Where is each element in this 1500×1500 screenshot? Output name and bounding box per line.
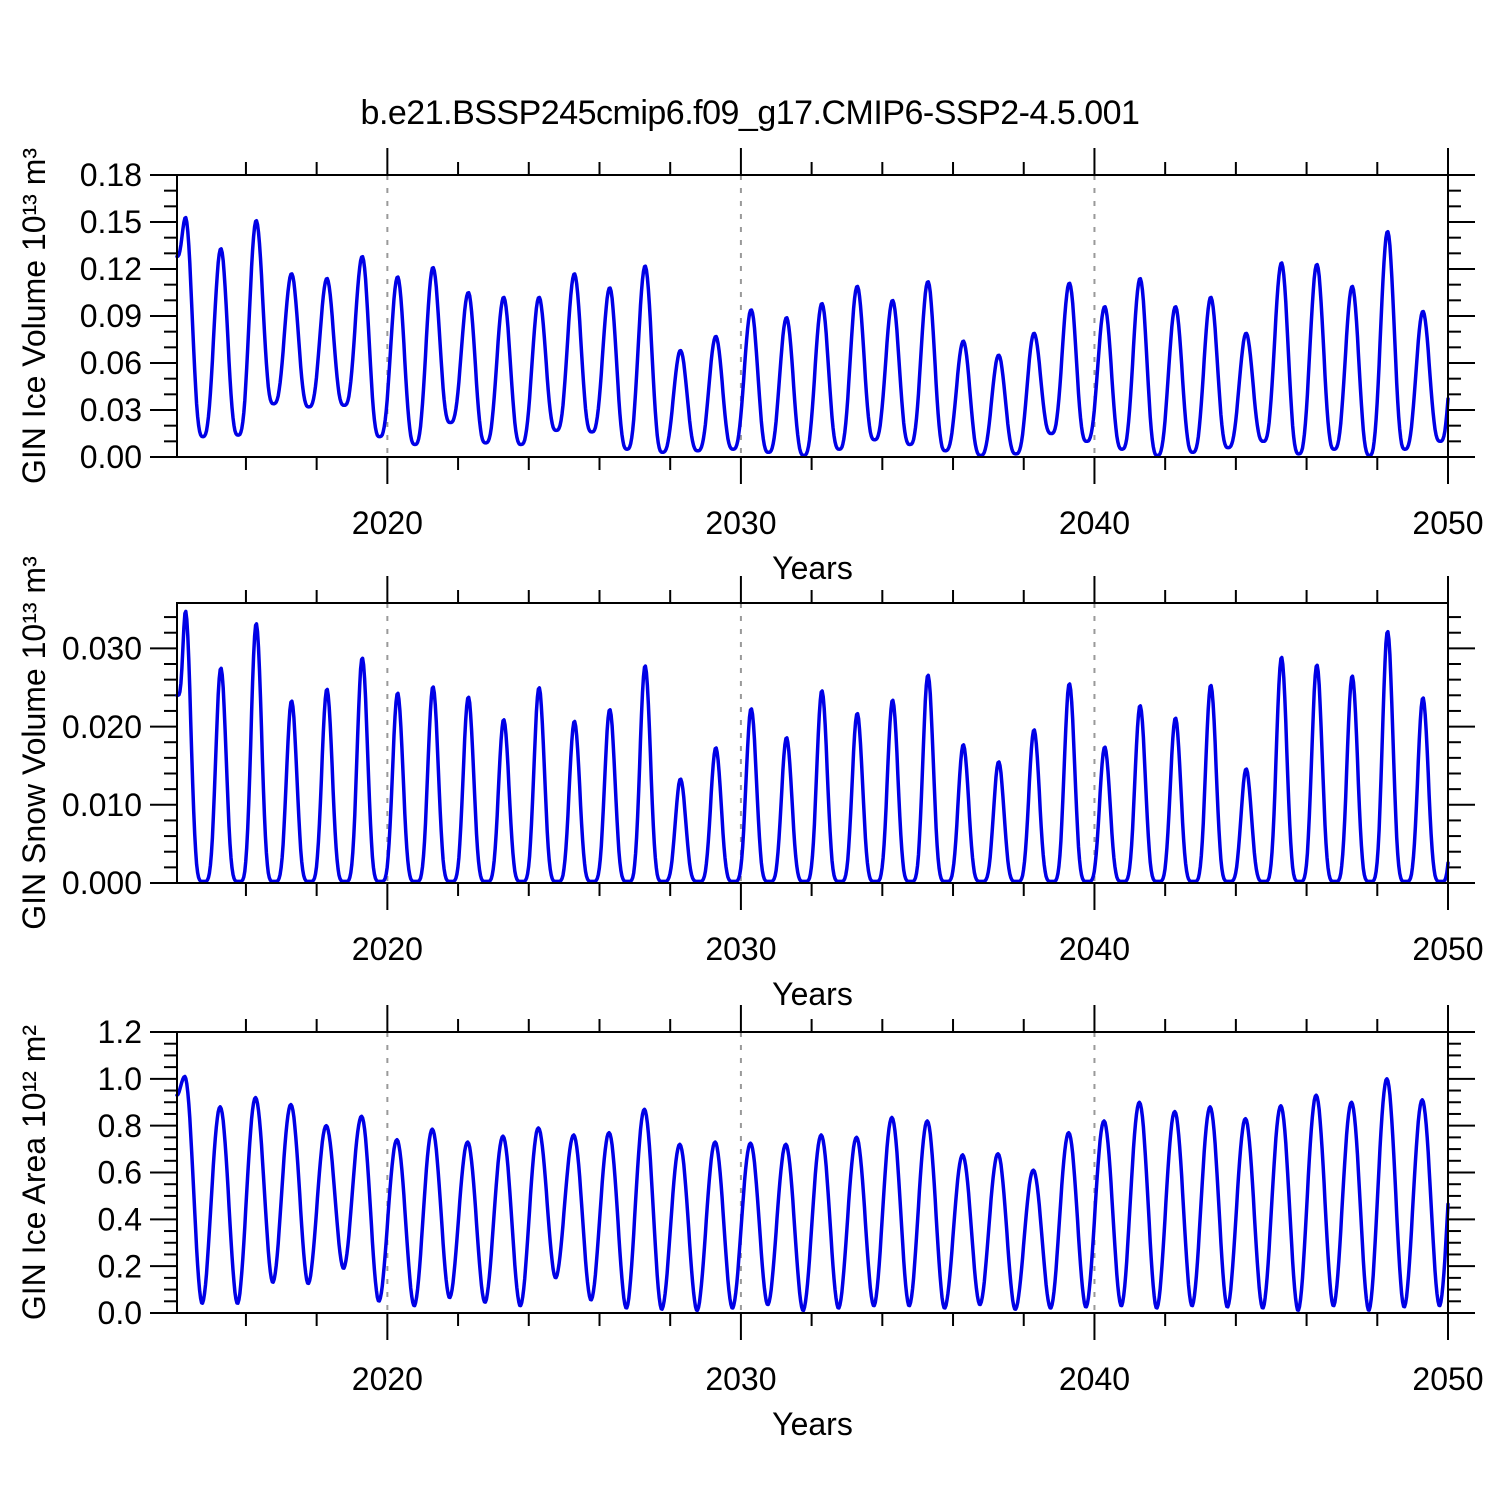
y-tick-label: 0.000 — [62, 865, 142, 901]
y-tick-label: 0.09 — [80, 298, 142, 334]
x-tick-label: 2030 — [705, 931, 776, 967]
panel-ice_area: 0.0 0.2 0.4 0.6 0.8 1.0 1.2 2020 2030 2040 2050 Yea… — [16, 1005, 1484, 1442]
ice_area-series-line — [175, 1074, 1450, 1313]
y-tick-label: 0.010 — [62, 787, 142, 823]
y-tick-label: 0.18 — [80, 157, 142, 193]
y-tick-label: 0.020 — [62, 709, 142, 745]
x-tick-label: 2030 — [705, 1361, 776, 1397]
y-axis-title: GIN Snow Volume 10¹³ m³ — [16, 556, 52, 930]
x-tick-label: 2020 — [352, 1361, 423, 1397]
chart-title: b.e21.BSSP245cmip6.f09_g17.CMIP6-SSP2-4.… — [360, 94, 1140, 132]
y-tick-label: 1.2 — [98, 1014, 142, 1050]
y-tick-label: 0.12 — [80, 251, 142, 287]
ice_volume-series-line — [175, 215, 1450, 458]
panel-snow_volume: 0.000 0.010 0.020 0.030 2020 2030 2040 2050 Year… — [16, 556, 1483, 1012]
y-axis-title: GIN Ice Area 10¹² m² — [16, 1025, 52, 1321]
panel-ice_volume: 0.00 0.03 0.06 0.09 0.12 0.15 0.18 2020 2030 2040… — [16, 148, 1483, 587]
x-tick-label: 2020 — [352, 931, 423, 967]
x-axis-title: Years — [772, 976, 853, 1012]
x-tick-label: 2020 — [352, 505, 423, 541]
y-tick-label: 0.15 — [80, 204, 142, 240]
plot-border — [176, 174, 1449, 458]
plot-border — [176, 602, 1449, 884]
y-tick-label: 0.6 — [98, 1155, 142, 1191]
y-tick-label: 0.0 — [98, 1295, 142, 1331]
x-tick-label: 2030 — [705, 505, 776, 541]
x-tick-label: 2050 — [1412, 505, 1483, 541]
x-tick-label: 2050 — [1412, 931, 1483, 967]
y-tick-label: 0.06 — [80, 345, 142, 381]
y-tick-label: 0.8 — [98, 1108, 142, 1144]
y-tick-label: 0.030 — [62, 631, 142, 667]
x-tick-label: 2040 — [1059, 505, 1130, 541]
y-tick-label: 0.03 — [80, 392, 142, 428]
y-tick-label: 0.2 — [98, 1248, 142, 1284]
y-tick-label: 1.0 — [98, 1061, 142, 1097]
x-tick-label: 2050 — [1412, 1361, 1483, 1397]
x-axis-title: Years — [772, 1406, 853, 1442]
y-tick-label: 0.00 — [80, 439, 142, 475]
snow_volume-series-line — [175, 609, 1450, 884]
x-tick-label: 2040 — [1059, 931, 1130, 967]
y-axis-title: GIN Ice Volume 10¹³ m³ — [16, 148, 52, 484]
x-axis-title: Years — [772, 550, 853, 586]
x-tick-label: 2040 — [1059, 1361, 1130, 1397]
plot-border — [176, 1031, 1449, 1314]
y-tick-label: 0.4 — [98, 1202, 142, 1238]
